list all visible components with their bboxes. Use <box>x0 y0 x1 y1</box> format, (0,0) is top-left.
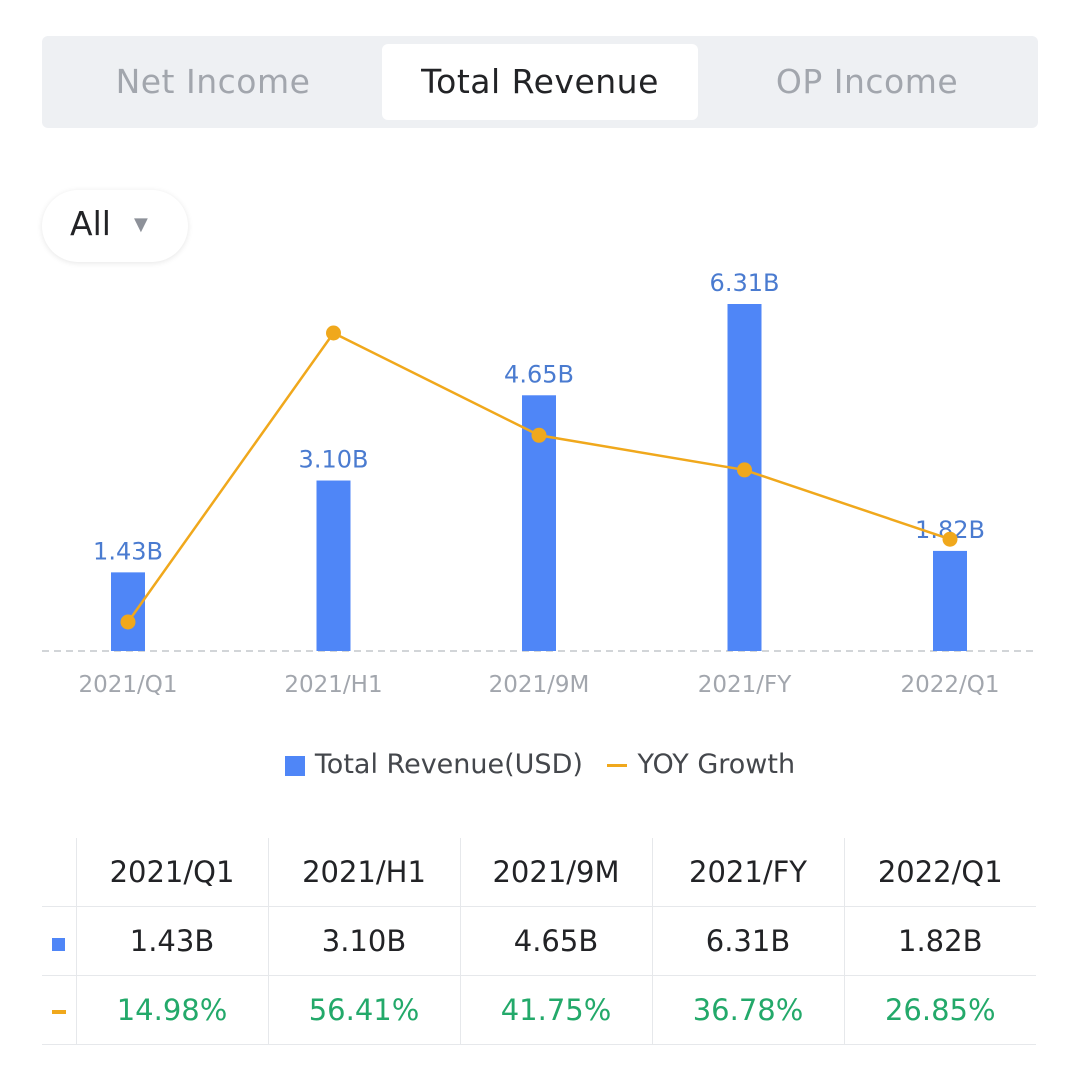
revenue-bar <box>727 304 762 651</box>
period-filter-dropdown[interactable]: All ▼ <box>42 190 188 262</box>
table-cell: 1.43B <box>75 906 269 976</box>
table-row-growth: 14.98% 56.41% 41.75% 36.78% 26.85% <box>42 975 1036 1045</box>
metric-tabs: Net Income Total Revenue OP Income <box>42 36 1038 128</box>
table-header-cell: 2021/H1 <box>267 838 461 907</box>
tab-net-income[interactable]: Net Income <box>115 62 311 101</box>
table-cell: 3.10B <box>267 906 461 976</box>
yoy-growth-point <box>942 531 958 547</box>
revenue-bar <box>933 550 967 651</box>
x-tick-label: 2021/9M <box>489 672 590 698</box>
x-tick-label: 2022/Q1 <box>900 672 999 698</box>
bar-value-label: 6.31B <box>710 269 780 297</box>
table-row-revenue: 1.43B 3.10B 4.65B 6.31B 1.82B <box>42 906 1036 976</box>
bar-value-label: 3.10B <box>299 446 369 474</box>
bar-value-label: 4.65B <box>504 360 574 388</box>
table-cell: 4.65B <box>459 906 653 976</box>
table-header-cell: 2022/Q1 <box>843 838 1036 907</box>
growth-line-icon <box>51 1010 66 1014</box>
x-tick-label: 2021/H1 <box>284 672 382 698</box>
x-tick-label: 2021/FY <box>698 672 793 698</box>
yoy-growth-point <box>120 614 136 630</box>
yoy-growth-point <box>531 427 547 443</box>
tab-total-revenue[interactable]: Total Revenue <box>382 44 698 120</box>
chart-legend: Total Revenue(USD) YOY Growth <box>0 748 1080 780</box>
legend-revenue-label: Total Revenue(USD) <box>314 749 583 780</box>
table-cell: 36.78% <box>651 975 845 1045</box>
revenue-bar <box>316 480 351 651</box>
table-cell: 6.31B <box>651 906 845 976</box>
legend-yoy-label: YOY Growth <box>637 749 796 780</box>
legend-item-revenue[interactable]: Total Revenue(USD) <box>284 749 583 780</box>
table-header-cell: 2021/Q1 <box>75 838 269 907</box>
yoy-growth-point <box>326 325 341 341</box>
legend-line-swatch <box>607 764 628 767</box>
growth-row-marker <box>42 975 77 1045</box>
x-tick-label: 2021/Q1 <box>78 672 177 698</box>
table-cell: 14.98% <box>75 975 269 1045</box>
bar-value-label: 1.43B <box>93 537 163 565</box>
table-header-cell: 2021/FY <box>651 838 845 907</box>
table-cell: 41.75% <box>459 975 653 1045</box>
revenue-square-icon <box>52 938 66 951</box>
tab-op-income[interactable]: OP Income <box>775 62 959 101</box>
table-corner-cell <box>42 838 77 907</box>
caret-down-icon: ▼ <box>134 214 148 235</box>
table-cell: 1.82B <box>843 906 1036 976</box>
legend-item-yoy[interactable]: YOY Growth <box>607 749 795 780</box>
period-filter-label: All <box>70 204 111 243</box>
yoy-growth-point <box>737 462 752 478</box>
data-table: 2021/Q1 2021/H1 2021/9M 2021/FY 2022/Q1 … <box>42 838 1036 1045</box>
revenue-bar <box>111 572 145 651</box>
legend-bar-swatch <box>284 755 305 776</box>
table-header-cell: 2021/9M <box>459 838 653 907</box>
table-header-row: 2021/Q1 2021/H1 2021/9M 2021/FY 2022/Q1 <box>42 838 1036 907</box>
revenue-row-marker <box>42 906 77 976</box>
table-cell: 26.85% <box>843 975 1036 1045</box>
table-cell: 56.41% <box>267 975 461 1045</box>
